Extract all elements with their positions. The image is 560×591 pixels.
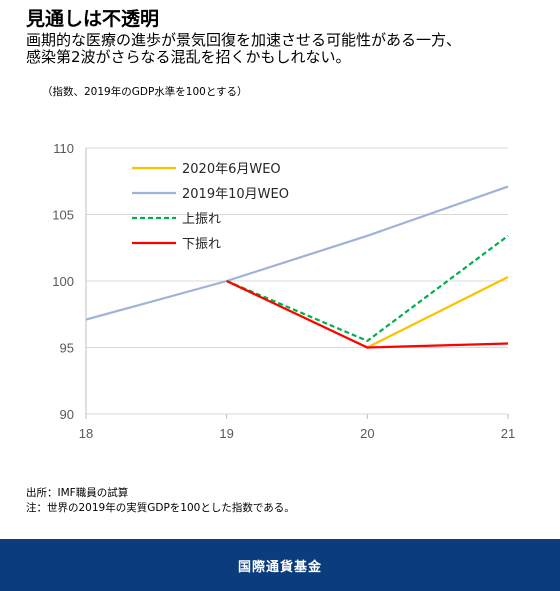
series-line xyxy=(85,185,509,321)
chart-subtitle: 画期的な医療の進歩が景気回復を加速させる可能性がある一方、 感染第2波がさらなる… xyxy=(26,32,556,66)
x-tick-label: 18 xyxy=(79,426,93,441)
source-note: 出所：IMF職員の試算 xyxy=(26,487,129,499)
legend-label: 下振れ xyxy=(182,237,221,252)
legend-label: 2020年6月WEO xyxy=(182,162,281,177)
legend-label: 上振れ xyxy=(182,212,221,227)
subtitle-line-1: 画期的な医療の進歩が景気回復を加速させる可能性がある一方、 xyxy=(26,31,462,49)
series-line xyxy=(226,276,509,349)
subtitle-line-2: 感染第2波がさらなる混乱を招くかもしれない。 xyxy=(26,48,351,66)
legend-label: 2019年10月WEO xyxy=(182,187,289,202)
y-tick-label: 105 xyxy=(52,208,74,223)
footer-bar: 国際通貨基金 xyxy=(0,539,560,591)
y-tick-label: 95 xyxy=(60,341,74,356)
series-line xyxy=(226,234,509,342)
series-line xyxy=(226,280,509,349)
line-chart: 90 95 100 105 110 18 19 20 21 2020年6月WEO 2019年10月W… xyxy=(52,141,515,441)
footnotes: 出所：IMF職員の試算 注：世界の2019年の実質GDPを100とした指数である… xyxy=(26,486,295,516)
chart-title: 見通しは不透明 xyxy=(26,8,160,30)
x-tick-label: 20 xyxy=(360,426,374,441)
y-tick-label: 100 xyxy=(52,274,74,289)
footer-org-name: 国際通貨基金 xyxy=(237,559,322,575)
y-tick-label: 90 xyxy=(60,407,74,422)
x-tick-label: 21 xyxy=(501,426,515,441)
x-tick-label: 19 xyxy=(219,426,233,441)
index-note: 注：世界の2019年の実質GDPを100とした指数である。 xyxy=(26,502,295,514)
y-tick-label: 110 xyxy=(53,141,74,156)
unit-note: （指数、2019年のGDP水準を100とする） xyxy=(42,86,248,98)
